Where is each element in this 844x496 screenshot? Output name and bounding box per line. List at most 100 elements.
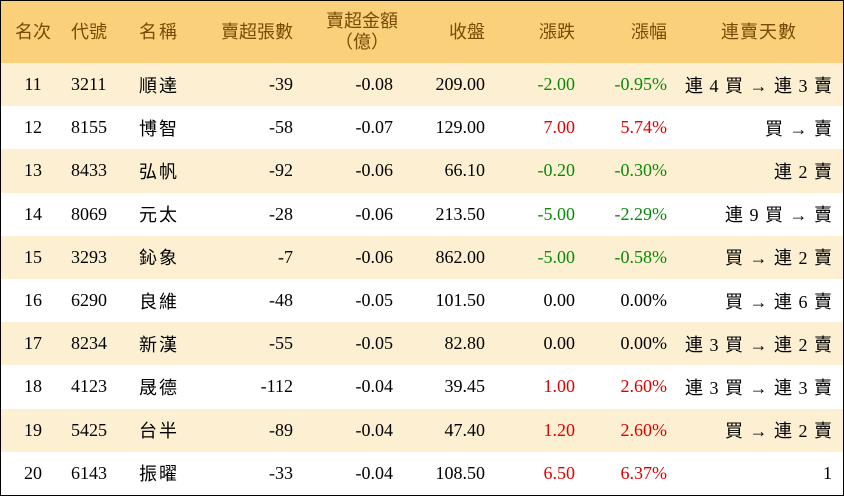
cell-streak: 買 → 連 2 賣 xyxy=(725,248,833,269)
cell-name[interactable]: 博智 xyxy=(139,118,179,139)
cell-streak: 1 xyxy=(823,462,833,483)
cell-rank: 12 xyxy=(24,117,42,138)
cell-change-pct: -0.30% xyxy=(614,160,668,181)
header-name[interactable]: 名稱 xyxy=(139,21,179,42)
cell-net-sell-amount: -0.06 xyxy=(355,203,394,224)
table-row[interactable]: 17 8234 新漢 -55 -0.05 82.80 0.00 0.00% 連 … xyxy=(1,322,843,366)
cell-net-sell-lots: -55 xyxy=(269,333,293,354)
cell-net-sell-lots: -39 xyxy=(269,74,293,95)
cell-net-sell-amount: -0.05 xyxy=(355,333,394,354)
cell-name[interactable]: 良維 xyxy=(139,291,179,312)
cell-change: 0.00 xyxy=(543,333,576,354)
table-row[interactable]: 13 8433 弘帆 -92 -0.06 66.10 -0.20 -0.30% … xyxy=(1,149,843,193)
header-streak[interactable]: 連賣天數 xyxy=(721,21,797,42)
cell-net-sell-amount: -0.05 xyxy=(355,290,394,311)
cell-change-pct: -0.95% xyxy=(614,74,668,95)
cell-change: 6.50 xyxy=(543,462,576,483)
header-change[interactable]: 漲跌 xyxy=(539,21,575,42)
cell-net-sell-lots: -92 xyxy=(269,160,293,181)
header-rank[interactable]: 名次 xyxy=(15,21,51,42)
cell-net-sell-lots: -28 xyxy=(269,203,293,224)
table-row[interactable]: 11 3211 順達 -39 -0.08 209.00 -2.00 -0.95%… xyxy=(1,63,843,107)
header-net-sell-lots[interactable]: 賣超張數 xyxy=(221,21,293,42)
cell-change-pct: 6.37% xyxy=(620,462,668,483)
table-row[interactable]: 20 6143 振曜 -33 -0.04 108.50 6.50 6.37% 1 xyxy=(1,451,843,495)
cell-code[interactable]: 8155 xyxy=(71,117,107,138)
cell-name[interactable]: 台半 xyxy=(139,421,179,442)
cell-rank: 20 xyxy=(24,462,42,483)
cell-streak: 連 9 買 → 賣 xyxy=(725,205,833,226)
cell-close: 108.50 xyxy=(435,462,486,483)
cell-net-sell-amount: -0.04 xyxy=(355,419,394,440)
cell-change-pct: 0.00% xyxy=(620,333,668,354)
cell-net-sell-lots: -112 xyxy=(260,376,293,397)
cell-code[interactable]: 4123 xyxy=(71,376,107,397)
cell-net-sell-lots: -58 xyxy=(269,117,293,138)
table-row[interactable]: 19 5425 台半 -89 -0.04 47.40 1.20 2.60% 買 … xyxy=(1,408,843,452)
cell-net-sell-lots: -89 xyxy=(269,419,293,440)
cell-streak: 連 3 買 → 連 3 賣 xyxy=(685,377,833,398)
cell-change-pct: 2.60% xyxy=(620,419,668,440)
cell-streak: 買 → 連 6 賣 xyxy=(725,291,833,312)
cell-streak: 連 2 賣 xyxy=(774,161,833,182)
cell-code[interactable]: 8069 xyxy=(71,203,107,224)
cell-rank: 16 xyxy=(24,290,42,311)
cell-rank: 13 xyxy=(24,160,42,181)
cell-change-pct: 0.00% xyxy=(620,290,668,311)
cell-streak: 買 → 賣 xyxy=(765,118,833,139)
cell-rank: 18 xyxy=(24,376,42,397)
cell-code[interactable]: 3293 xyxy=(71,246,107,267)
cell-rank: 17 xyxy=(24,333,42,354)
cell-rank: 15 xyxy=(24,246,42,267)
header-net-sell-amount-line1: 賣超金額 xyxy=(326,11,398,31)
cell-code[interactable]: 5425 xyxy=(71,419,107,440)
cell-net-sell-amount: -0.06 xyxy=(355,160,394,181)
cell-name[interactable]: 晟德 xyxy=(139,377,179,398)
header-close[interactable]: 收盤 xyxy=(449,21,485,42)
cell-net-sell-amount: -0.04 xyxy=(355,462,394,483)
header-row: 名次 代號 名稱 賣超張數 賣超金額 （億） 收盤 漲跌 漲幅 連賣天數 xyxy=(1,1,843,63)
table-row[interactable]: 14 8069 元太 -28 -0.06 213.50 -5.00 -2.29%… xyxy=(1,192,843,236)
cell-name[interactable]: 振曜 xyxy=(139,464,179,485)
cell-streak: 買 → 連 2 賣 xyxy=(725,421,833,442)
cell-code[interactable]: 6290 xyxy=(71,290,107,311)
cell-net-sell-lots: -7 xyxy=(278,246,293,267)
cell-code[interactable]: 6143 xyxy=(71,462,107,483)
header-net-sell-amount-unit: （億） xyxy=(335,32,389,52)
table-row[interactable]: 15 3293 鈊象 -7 -0.06 862.00 -5.00 -0.58% … xyxy=(1,235,843,279)
header-code[interactable]: 代號 xyxy=(71,21,107,42)
cell-name[interactable]: 元太 xyxy=(139,205,179,226)
cell-name[interactable]: 順達 xyxy=(139,75,179,96)
cell-name[interactable]: 鈊象 xyxy=(139,248,179,269)
cell-net-sell-amount: -0.04 xyxy=(355,376,394,397)
cell-net-sell-amount: -0.07 xyxy=(355,117,394,138)
cell-rank: 11 xyxy=(24,74,42,95)
table-row[interactable]: 12 8155 博智 -58 -0.07 129.00 7.00 5.74% 買… xyxy=(1,106,843,150)
cell-change: 7.00 xyxy=(543,117,576,138)
cell-code[interactable]: 8234 xyxy=(71,333,107,354)
cell-name[interactable]: 弘帆 xyxy=(139,161,179,182)
header-change-pct[interactable]: 漲幅 xyxy=(631,21,667,42)
cell-net-sell-lots: -48 xyxy=(269,290,293,311)
cell-change-pct: 5.74% xyxy=(620,117,668,138)
table-body: 11 3211 順達 -39 -0.08 209.00 -2.00 -0.95%… xyxy=(1,63,843,495)
cell-net-sell-amount: -0.06 xyxy=(355,246,394,267)
table-row[interactable]: 16 6290 良維 -48 -0.05 101.50 0.00 0.00% 買… xyxy=(1,278,843,323)
table-row[interactable]: 18 4123 晟德 -112 -0.04 39.45 1.00 2.60% 連… xyxy=(1,365,843,409)
cell-code[interactable]: 3211 xyxy=(71,74,107,95)
cell-change: 1.20 xyxy=(543,419,576,440)
cell-change-pct: -0.58% xyxy=(614,246,668,267)
table-header: 名次 代號 名稱 賣超張數 賣超金額 （億） 收盤 漲跌 漲幅 連賣天數 xyxy=(1,1,843,63)
cell-code[interactable]: 8433 xyxy=(71,160,107,181)
cell-change-pct: 2.60% xyxy=(620,376,668,397)
cell-name[interactable]: 新漢 xyxy=(139,334,179,355)
cell-change: -0.20 xyxy=(537,160,576,181)
cell-change-pct: -2.29% xyxy=(614,203,668,224)
cell-net-sell-amount: -0.08 xyxy=(355,74,394,95)
cell-change: 0.00 xyxy=(543,290,576,311)
cell-close: 213.50 xyxy=(435,203,486,224)
cell-change: -2.00 xyxy=(537,74,576,95)
header-net-sell-amount[interactable]: 賣超金額 （億） xyxy=(301,1,401,63)
